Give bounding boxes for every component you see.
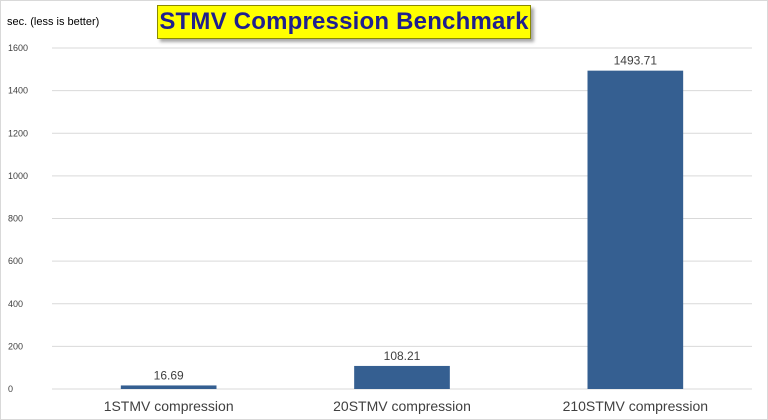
bar xyxy=(587,70,684,390)
x-tick-label: 210STMV compression xyxy=(563,398,709,414)
data-label: 108.21 xyxy=(384,349,421,363)
y-tick-label: 600 xyxy=(8,256,23,266)
bar xyxy=(354,365,450,389)
y-tick-label: 1400 xyxy=(8,86,28,96)
y-tick-label: 200 xyxy=(8,341,23,351)
y-tick-label: 1600 xyxy=(8,43,28,53)
bar xyxy=(120,385,217,389)
y-tick-label: 400 xyxy=(8,299,23,309)
y-tick-label: 800 xyxy=(8,214,23,224)
y-tick-label: 0 xyxy=(8,384,13,394)
data-label: 1493.71 xyxy=(614,54,658,68)
chart-title: STMV Compression Benchmark xyxy=(159,8,529,35)
y-axis-label: sec. (less is better) xyxy=(7,16,100,28)
x-tick-label: 1STMV compression xyxy=(104,398,234,414)
chart-title-box: STMV Compression Benchmark xyxy=(157,5,531,39)
x-tick-label: 20STMV compression xyxy=(333,398,471,414)
y-tick-label: 1200 xyxy=(8,128,28,138)
y-tick-label: 1000 xyxy=(8,171,28,181)
data-label: 16.69 xyxy=(154,368,184,382)
